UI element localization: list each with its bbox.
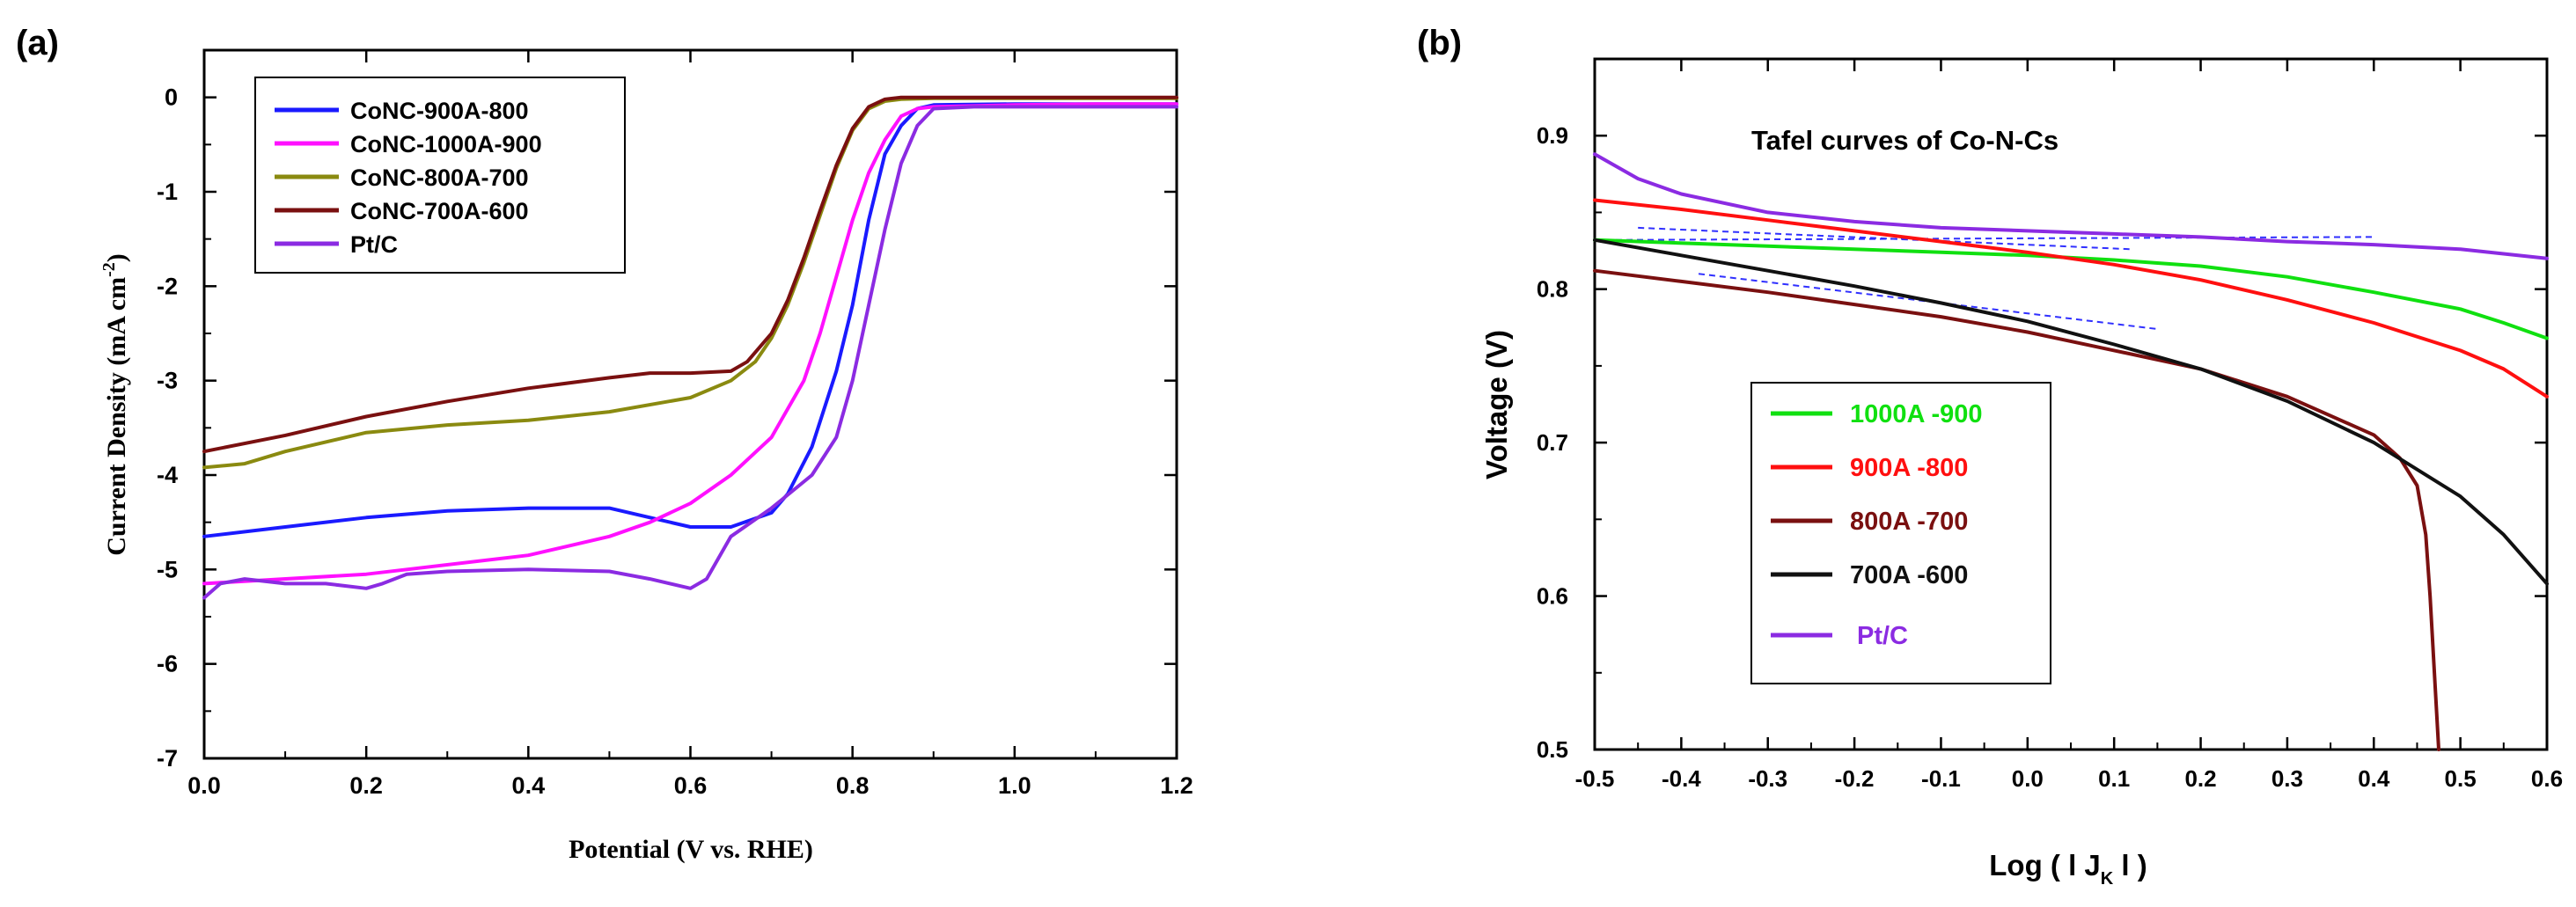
panel-b-x-axis-label: Log ( l JK l ) bbox=[1989, 849, 2147, 889]
panel-b-label: (b) bbox=[1417, 24, 1462, 62]
tafel-fit-line bbox=[1594, 236, 2374, 241]
series-line-700a-600 bbox=[1593, 238, 2549, 586]
x-tick-label: 0.2 bbox=[2184, 765, 2216, 792]
panel-b-legend-text-800a-700: 800A -700 bbox=[1850, 508, 1968, 536]
panel-b-fit-lines bbox=[1594, 226, 2374, 331]
x-tick-label: 0.0 bbox=[2012, 765, 2044, 792]
series-line-800a-700 bbox=[1593, 268, 2440, 751]
panel-b-legend-text-700a-600: 700A -600 bbox=[1850, 561, 1968, 589]
y-tick-label: 0.8 bbox=[1537, 276, 1568, 303]
panel-b-y-axis-label: Voltage (V) bbox=[1480, 330, 1513, 479]
x-tick-label: 0.4 bbox=[512, 772, 546, 799]
panel-b-legend: 1000A -900 900A -800 800A -700 700A -600… bbox=[1750, 382, 2051, 684]
panel-a-series bbox=[202, 95, 1178, 600]
series-line-conc-700a-600 bbox=[202, 95, 1178, 454]
x-tick-label: -0.3 bbox=[1748, 765, 1787, 792]
y-tick-label: -2 bbox=[157, 273, 178, 299]
x-tick-label: 0.3 bbox=[2271, 765, 2303, 792]
panel-a-legend-text-conc-700a-600: CoNC-700A-600 bbox=[350, 198, 529, 224]
panel-a-legend: CoNC-900A-800 CoNC-1000A-900 CoNC-800A-7… bbox=[254, 77, 626, 274]
panel-a-y-label-close: ) bbox=[102, 253, 131, 262]
tafel-fit-line bbox=[1638, 226, 2132, 251]
y-tick-label: 0.7 bbox=[1537, 429, 1568, 456]
y-tick-label: 0.6 bbox=[1537, 583, 1568, 610]
x-tick-label: 0.4 bbox=[2358, 765, 2390, 792]
panel-b-legend-text-ptc: Pt/C bbox=[1857, 622, 1908, 650]
x-tick-label: 1.2 bbox=[1160, 772, 1193, 799]
panel-b-plot-frame bbox=[1593, 57, 2549, 751]
panel-b-legend-text-900a-800: 900A -800 bbox=[1850, 454, 1968, 482]
y-tick-label: -4 bbox=[157, 462, 178, 488]
series-line-conc-800a-700 bbox=[202, 96, 1178, 470]
x-tick-label: -0.5 bbox=[1575, 765, 1615, 792]
panel-b-x-label-main: Log ( l J bbox=[1989, 849, 2101, 881]
panel-a-tick-labels: 0.0 0.2 0.4 0.6 0.8 1.0 1.2 0 -1 -2 -3 -4 -5 -6 -7 bbox=[157, 84, 1193, 799]
y-tick-label: 0.9 bbox=[1537, 122, 1568, 149]
x-tick-label: -0.4 bbox=[1662, 765, 1701, 792]
tafel-fit-line bbox=[1698, 273, 2158, 331]
y-tick-label: -7 bbox=[157, 745, 178, 772]
x-tick-label: 0.5 bbox=[2445, 765, 2477, 792]
series-line-pt-c bbox=[202, 105, 1178, 600]
x-tick-label: 0.2 bbox=[349, 772, 383, 799]
x-tick-label: -0.1 bbox=[1921, 765, 1961, 792]
panel-b-x-label-close: l ) bbox=[2113, 849, 2147, 881]
panel-a-y-axis-label: Current Density (mA cm-2) bbox=[99, 253, 131, 556]
panel-b-tick-labels: -0.5 -0.4 -0.3 -0.2 -0.1 0.0 0.1 0.2 0.3 0.4 0.5 0.… bbox=[1537, 122, 2563, 792]
x-tick-label: 0.6 bbox=[2531, 765, 2563, 792]
panel-a-legend-text-conc-1000a-900: CoNC-1000A-900 bbox=[350, 131, 542, 157]
panel-a-legend-text-ptc: Pt/C bbox=[350, 231, 398, 258]
x-tick-label: 0.0 bbox=[187, 772, 221, 799]
y-tick-label: -1 bbox=[157, 179, 178, 205]
panel-b-axis-ticks bbox=[1593, 59, 2549, 751]
x-tick-label: -0.2 bbox=[1835, 765, 1875, 792]
x-tick-label: 1.0 bbox=[998, 772, 1031, 799]
panel-a-y-label-sup: -2 bbox=[99, 262, 119, 277]
series-line-900a-800 bbox=[1593, 198, 2549, 399]
panel-a-label: (a) bbox=[16, 24, 59, 62]
y-tick-label: -3 bbox=[157, 368, 178, 394]
panel-b-x-label-sub: K bbox=[2101, 869, 2114, 889]
series-line-pt-c bbox=[1593, 152, 2549, 260]
y-tick-label: -6 bbox=[157, 651, 178, 677]
panel-a-y-label-main: Current Density (mA cm bbox=[102, 277, 131, 556]
panel-b: (b) -0.5 -0.4 -0.3 -0.2 -0.1 0.0 0.1 0.2 0.3 0.4 0… bbox=[1417, 24, 2563, 889]
panel-a: (a) 0.0 0.2 0.4 0.6 0.8 1.0 1.2 0 -1 -2 -3 -4 -5 -6 -7… bbox=[16, 24, 1193, 864]
panel-b-title: Tafel curves of Co-N-Cs bbox=[1751, 125, 2059, 156]
panel-a-legend-text-conc-800a-700: CoNC-800A-700 bbox=[350, 165, 529, 191]
x-tick-label: 0.1 bbox=[2098, 765, 2130, 792]
y-tick-label: -5 bbox=[157, 556, 178, 582]
panel-b-series bbox=[1593, 152, 2549, 751]
panel-a-legend-text-conc-900a-800: CoNC-900A-800 bbox=[350, 98, 529, 124]
x-tick-label: 0.6 bbox=[674, 772, 708, 799]
y-tick-label: 0 bbox=[165, 84, 178, 111]
y-tick-label: 0.5 bbox=[1537, 736, 1568, 763]
series-line-conc-1000a-900 bbox=[202, 102, 1178, 586]
x-tick-label: 0.8 bbox=[836, 772, 870, 799]
panel-b-legend-text-1000a-900: 1000A -900 bbox=[1850, 400, 1982, 428]
series-line-1000a-900 bbox=[1593, 238, 2549, 340]
panel-a-x-axis-label: Potential (V vs. RHE) bbox=[569, 835, 813, 864]
